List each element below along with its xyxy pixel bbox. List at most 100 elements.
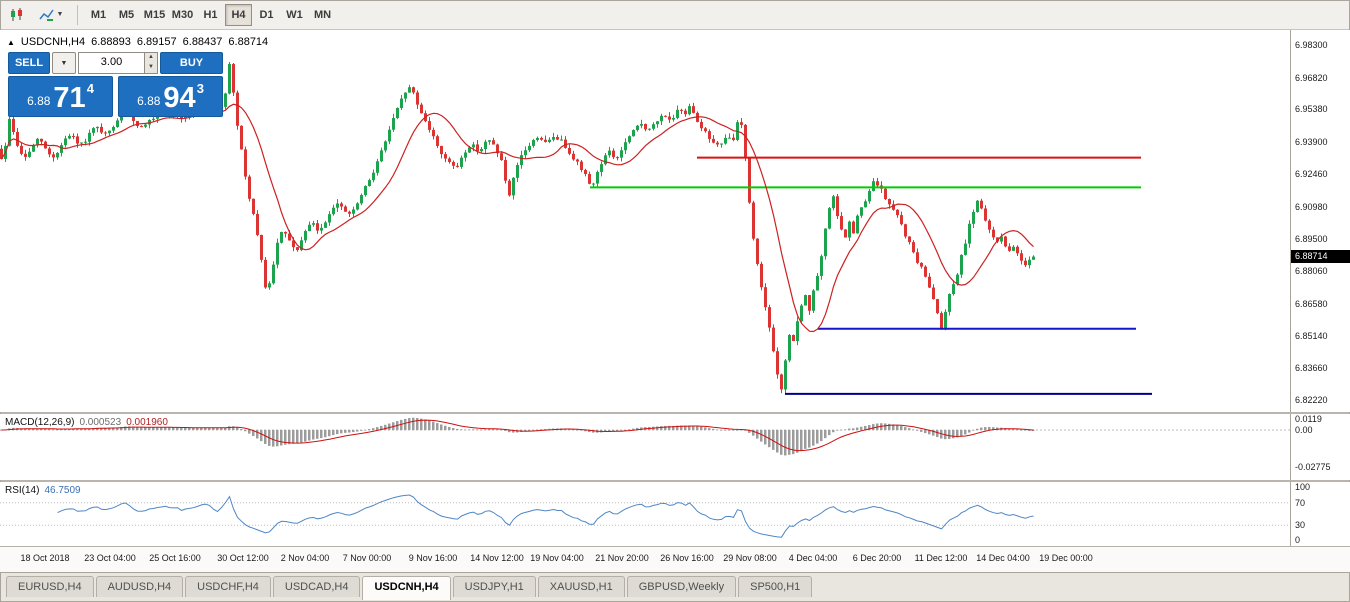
- time-axis-label: 25 Oct 16:00: [149, 553, 201, 563]
- buy-price-pips: 94: [163, 82, 196, 114]
- chart-tab-usdcnh[interactable]: USDCNH,H4: [362, 576, 451, 600]
- macd-name: MACD(12,26,9): [5, 417, 75, 428]
- chart-tab-usdchf[interactable]: USDCHF,H4: [185, 576, 271, 597]
- buy-button[interactable]: BUY: [160, 52, 223, 74]
- time-axis-label: 4 Dec 04:00: [788, 553, 838, 563]
- lot-spinner: ▲ ▼: [144, 53, 157, 73]
- lot-decrease-button[interactable]: ▼: [145, 63, 157, 73]
- chart-tab-xauusd[interactable]: XAUUSD,H1: [537, 576, 625, 597]
- indicator-list-icon: [38, 9, 54, 21]
- price-axis[interactable]: 6.88714 6.98300 6.96820 6.95380 6.93900 6.92…: [1290, 30, 1350, 412]
- time-axis-label: 14 Dec 04:00: [976, 553, 1030, 563]
- price-axis-label: 6.92460: [1295, 168, 1328, 179]
- price-axis-label: 6.95380: [1295, 104, 1328, 115]
- price-axis-label: 6.93900: [1295, 137, 1328, 148]
- indicators-button[interactable]: ▼: [32, 3, 70, 27]
- lot-increase-button[interactable]: ▲: [145, 53, 157, 63]
- chart-symbol-label: USDCNH,H4: [20, 36, 86, 48]
- current-price-tag: 6.88714: [1291, 250, 1350, 264]
- rsi-axis-label: 30: [1295, 520, 1306, 531]
- price-axis-label: 6.90980: [1295, 201, 1328, 212]
- rsi-axis-label: 100: [1295, 482, 1311, 492]
- toolbar-separator: [77, 4, 78, 25]
- chart-tab-gbpusd[interactable]: GBPUSD,Weekly: [626, 576, 737, 597]
- rsi-panel: RSI(14) 46.7509 100 70 30 0: [0, 482, 1350, 546]
- price-axis-label: 6.86580: [1295, 298, 1328, 309]
- rsi-value: 46.7509: [44, 485, 81, 496]
- macd-axis[interactable]: 0.0119 0.00 -0.02775: [1290, 414, 1350, 480]
- price-axis-label: 6.98300: [1295, 40, 1328, 50]
- rsi-name: RSI(14): [5, 485, 40, 496]
- chart-tab-audusd[interactable]: AUDUSD,H4: [95, 576, 184, 597]
- chart-tab-usdcad[interactable]: USDCAD,H4: [272, 576, 361, 597]
- time-axis-label: 18 Oct 2018: [20, 553, 70, 563]
- timeframe-button-h1[interactable]: H1: [197, 4, 224, 26]
- panel-divider[interactable]: [0, 412, 1350, 414]
- candlestick-chart-icon: [11, 7, 22, 21]
- main-chart-panel: ▲ USDCNH,H4 6.88893 6.89157 6.88437 6.88…: [0, 30, 1350, 412]
- time-axis-label: 21 Nov 20:00: [595, 553, 649, 563]
- macd-main-value: 0.000523: [79, 417, 122, 428]
- timeframe-button-m1[interactable]: M1: [85, 4, 112, 26]
- timeframe-group: M1 M5 M15 M30 H1 H4 D1 W1 MN: [85, 3, 336, 26]
- chart-tab-sp500[interactable]: SP500,H1: [738, 576, 813, 597]
- chevron-down-icon: ▼: [56, 11, 64, 18]
- macd-label: MACD(12,26,9) 0.000523 0.001960: [5, 417, 168, 428]
- chart-close-value: 6.88714: [228, 36, 269, 48]
- time-axis[interactable]: 18 Oct 2018 23 Oct 04:00 25 Oct 16:00 30 Oc…: [0, 546, 1350, 572]
- sell-price-pips: 71: [53, 82, 86, 114]
- macd-axis-label: 0.0119: [1295, 414, 1322, 424]
- top-toolbar: ▼ M1 M5 M15 M30 H1 H4 D1 W1 MN: [0, 0, 1350, 30]
- chart-tab-eurusd[interactable]: EURUSD,H4: [6, 576, 94, 597]
- macd-axis-label: -0.02775: [1295, 461, 1331, 472]
- macd-axis-label: 0.00: [1295, 425, 1313, 435]
- rsi-axis-label: 70: [1295, 497, 1306, 508]
- macd-signal-value: 0.001960: [126, 417, 168, 428]
- chart-open-value: 6.88893: [91, 36, 131, 48]
- buy-price-button[interactable]: 6.88 94 3: [118, 76, 223, 117]
- order-type-dropdown-button[interactable]: ▼: [52, 52, 76, 74]
- panel-divider[interactable]: [0, 480, 1350, 482]
- lot-size-input[interactable]: 3.00 ▲ ▼: [78, 52, 158, 74]
- lot-size-value: 3.00: [100, 56, 123, 68]
- time-axis-label: 11 Dec 12:00: [914, 553, 968, 563]
- one-click-trading-widget: SELL ▼ 3.00 ▲ ▼ BUY 6.88 71 4: [8, 52, 223, 117]
- one-click-collapse-icon[interactable]: ▲: [7, 37, 15, 47]
- timeframe-button-m30[interactable]: M30: [169, 4, 196, 26]
- price-axis-label: 6.89500: [1295, 234, 1328, 245]
- chart-ohlc-header: ▲ USDCNH,H4 6.88893 6.89157 6.88437 6.88…: [7, 36, 268, 48]
- rsi-axis[interactable]: 100 70 30 0: [1290, 482, 1350, 546]
- price-axis-label: 6.82220: [1295, 395, 1328, 405]
- chart-low-value: 6.88437: [182, 36, 223, 48]
- sell-price-main: 6.88: [27, 94, 51, 108]
- price-axis-label: 6.88060: [1295, 266, 1328, 277]
- chart-high-value: 6.89157: [136, 36, 177, 48]
- timeframe-button-mn[interactable]: MN: [309, 4, 336, 26]
- buy-price-main: 6.88: [137, 94, 161, 108]
- timeframe-button-d1[interactable]: D1: [253, 4, 280, 26]
- time-axis-label: 6 Dec 20:00: [852, 553, 902, 563]
- sell-button[interactable]: SELL: [8, 52, 50, 74]
- chart-tab-bar: EURUSD,H4 AUDUSD,H4 USDCHF,H4 USDCAD,H4 USDC…: [0, 572, 1350, 602]
- time-axis-label: 14 Nov 12:00: [470, 553, 524, 563]
- price-axis-label: 6.85140: [1295, 330, 1328, 341]
- rsi-label: RSI(14) 46.7509: [5, 485, 81, 496]
- chart-type-button[interactable]: [4, 3, 30, 27]
- timeframe-button-h4[interactable]: H4: [225, 3, 252, 26]
- time-axis-label: 30 Oct 12:00: [217, 553, 269, 563]
- sell-price-button[interactable]: 6.88 71 4: [8, 76, 113, 117]
- time-axis-label: 29 Nov 08:00: [723, 553, 777, 563]
- chart-tab-usdjpy[interactable]: USDJPY,H1: [452, 576, 536, 597]
- timeframe-button-w1[interactable]: W1: [281, 4, 308, 26]
- timeframe-button-m15[interactable]: M15: [141, 4, 168, 26]
- sell-price-fraction: 4: [86, 81, 94, 96]
- time-axis-label: 19 Dec 00:00: [1039, 553, 1093, 563]
- candlestick-chart[interactable]: [0, 30, 1290, 412]
- price-axis-label: 6.83660: [1295, 363, 1328, 374]
- macd-chart[interactable]: [0, 414, 1290, 480]
- timeframe-button-m5[interactable]: M5: [113, 4, 140, 26]
- time-axis-label: 26 Nov 16:00: [660, 553, 714, 563]
- rsi-axis-label: 0: [1295, 535, 1301, 545]
- rsi-chart[interactable]: [0, 482, 1290, 546]
